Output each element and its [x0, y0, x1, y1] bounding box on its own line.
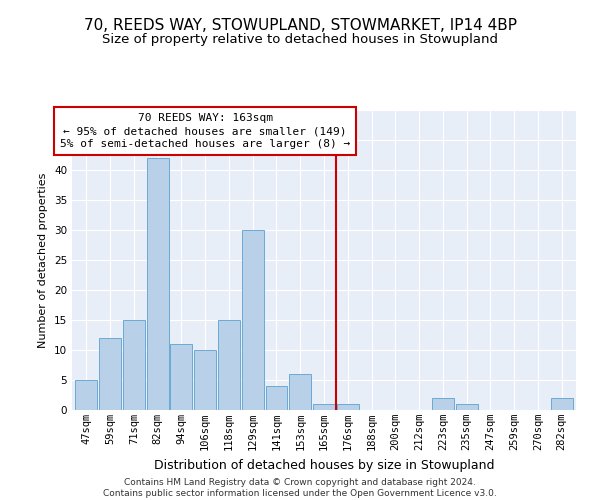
Bar	[313, 404, 335, 410]
X-axis label: Distribution of detached houses by size in Stowupland: Distribution of detached houses by size …	[154, 458, 494, 471]
Text: Contains HM Land Registry data © Crown copyright and database right 2024.
Contai: Contains HM Land Registry data © Crown c…	[103, 478, 497, 498]
Bar	[551, 398, 572, 410]
Bar	[99, 338, 121, 410]
Bar	[123, 320, 145, 410]
Bar	[266, 386, 287, 410]
Bar	[289, 374, 311, 410]
Bar	[218, 320, 240, 410]
Text: 70, REEDS WAY, STOWUPLAND, STOWMARKET, IP14 4BP: 70, REEDS WAY, STOWUPLAND, STOWMARKET, I…	[83, 18, 517, 32]
Text: Size of property relative to detached houses in Stowupland: Size of property relative to detached ho…	[102, 32, 498, 46]
Y-axis label: Number of detached properties: Number of detached properties	[38, 172, 49, 348]
Bar	[76, 380, 97, 410]
Bar	[432, 398, 454, 410]
Bar	[337, 404, 359, 410]
Text: 70 REEDS WAY: 163sqm
← 95% of detached houses are smaller (149)
5% of semi-detac: 70 REEDS WAY: 163sqm ← 95% of detached h…	[60, 113, 350, 150]
Bar	[242, 230, 263, 410]
Bar	[456, 404, 478, 410]
Bar	[170, 344, 192, 410]
Bar	[146, 158, 169, 410]
Bar	[194, 350, 216, 410]
